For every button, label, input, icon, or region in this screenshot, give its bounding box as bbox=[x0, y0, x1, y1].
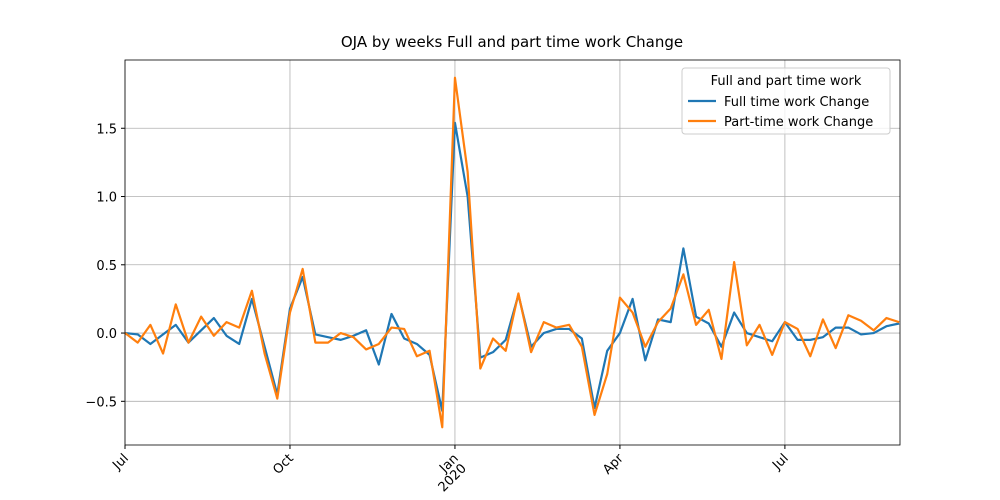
y-tick-label: 0.5 bbox=[96, 259, 117, 274]
x-tick-label: Jul bbox=[109, 451, 131, 473]
legend-label: Part-time work Change bbox=[724, 115, 873, 130]
x-tick-label: Apr bbox=[600, 451, 627, 478]
y-tick-label: 0.0 bbox=[96, 327, 117, 342]
x-tick-label: Jul bbox=[769, 451, 791, 473]
legend-label: Full time work Change bbox=[724, 95, 869, 110]
legend-box bbox=[681, 67, 891, 135]
plot-frame bbox=[124, 59, 901, 446]
y-tick-label: 1.5 bbox=[96, 122, 117, 137]
x-tick-label: Oct bbox=[270, 451, 297, 478]
y-tick-label: 1.0 bbox=[96, 191, 117, 206]
series-line bbox=[124, 121, 900, 412]
y-tick-label: −0.5 bbox=[85, 395, 117, 410]
legend-title: Full and part time work bbox=[711, 74, 862, 89]
chart-title: OJA by weeks Full and part time work Cha… bbox=[341, 33, 683, 51]
series-line bbox=[124, 76, 900, 429]
